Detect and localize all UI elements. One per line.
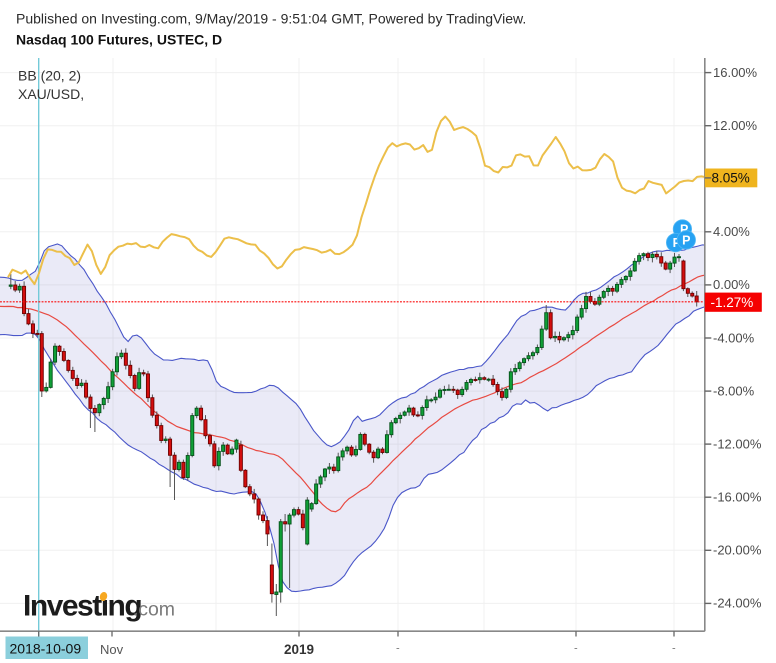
svg-text:-20.00%: -20.00%: [713, 543, 762, 558]
svg-text:Nov: Nov: [100, 642, 124, 657]
svg-text:XAU/USD,: XAU/USD,: [18, 86, 84, 102]
svg-text:P: P: [673, 236, 681, 250]
svg-text:12.00%: 12.00%: [713, 118, 758, 133]
svg-text:-24.00%: -24.00%: [713, 596, 762, 611]
svg-text:-12.00%: -12.00%: [713, 436, 762, 451]
svg-text:-8.00%: -8.00%: [713, 383, 755, 398]
svg-text:4.00%: 4.00%: [713, 224, 750, 239]
svg-text:-16.00%: -16.00%: [713, 490, 762, 505]
svg-text:-: -: [574, 643, 578, 655]
svg-text:2019: 2019: [284, 642, 314, 657]
svg-text:-: -: [672, 643, 676, 655]
svg-text:-1.27%: -1.27%: [711, 295, 754, 310]
svg-text:-4.00%: -4.00%: [713, 330, 755, 345]
svg-text:.com: .com: [133, 599, 175, 621]
svg-text:Nasdaq 100 Futures, USTEC, D: Nasdaq 100 Futures, USTEC, D: [16, 32, 222, 48]
svg-text:-: -: [396, 643, 400, 655]
svg-text:P: P: [680, 223, 688, 237]
svg-text:BB (20, 2): BB (20, 2): [18, 68, 81, 84]
svg-text:P: P: [682, 233, 690, 247]
svg-text:Investıng: Investıng: [23, 590, 141, 623]
svg-text:Published on Investing.com, 9/: Published on Investing.com, 9/May/2019 -…: [16, 11, 526, 27]
svg-text:2018-10-09: 2018-10-09: [10, 641, 82, 657]
svg-text:16.00%: 16.00%: [713, 65, 758, 80]
svg-text:0.00%: 0.00%: [713, 277, 750, 292]
svg-text:8.05%: 8.05%: [712, 171, 750, 186]
